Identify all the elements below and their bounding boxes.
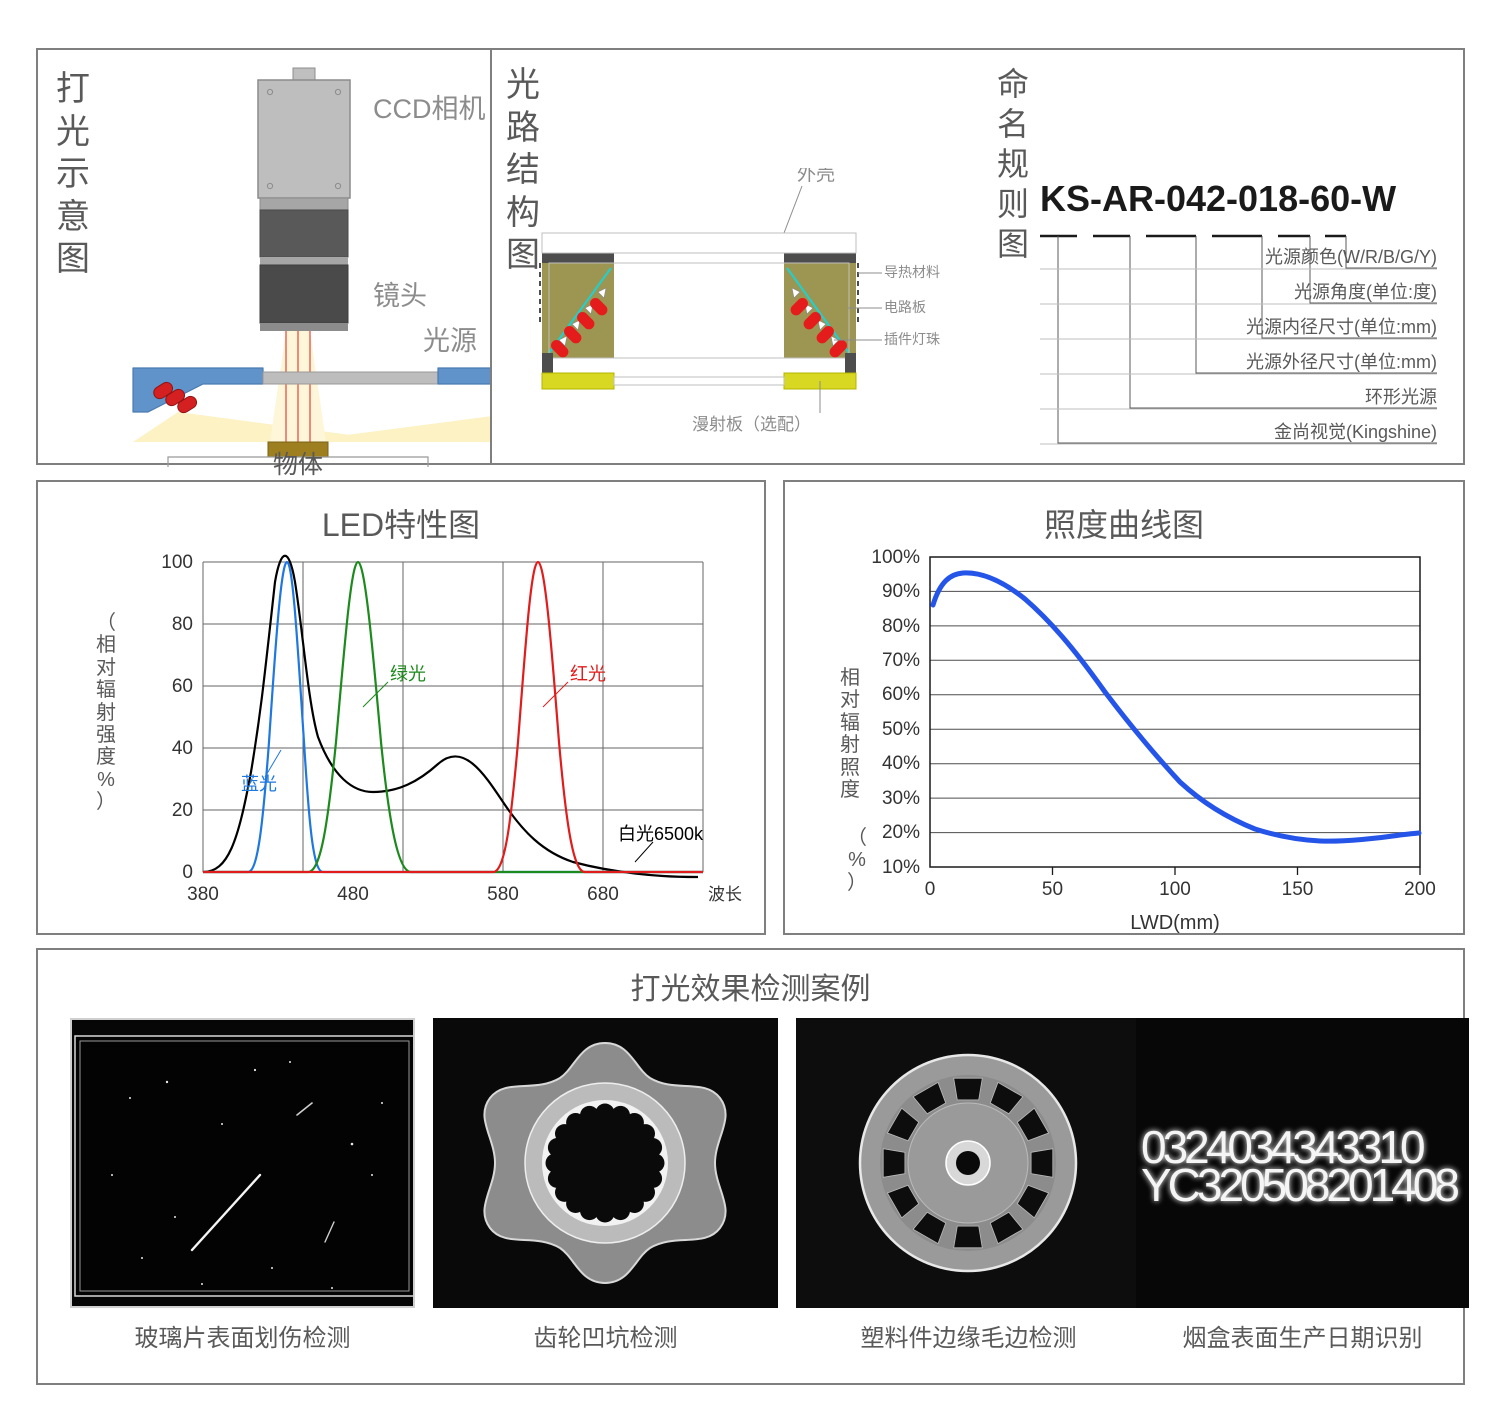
svg-text:蓝光: 蓝光 bbox=[241, 774, 277, 794]
svg-text:580: 580 bbox=[487, 884, 519, 905]
svg-text:金尚视觉(Kingshine): 金尚视觉(Kingshine) bbox=[1274, 422, 1437, 442]
svg-text:30%: 30% bbox=[882, 788, 920, 809]
svg-text:漫射板（选配）: 漫射板（选配） bbox=[692, 415, 811, 434]
svg-text:0: 0 bbox=[182, 862, 193, 883]
svg-text:环形光源: 环形光源 bbox=[1365, 387, 1437, 407]
svg-text:100%: 100% bbox=[871, 547, 920, 568]
svg-text:200: 200 bbox=[1404, 879, 1436, 900]
svg-text:40: 40 bbox=[172, 738, 193, 759]
svg-text:电路板: 电路板 bbox=[884, 299, 926, 315]
svg-text:50: 50 bbox=[1042, 879, 1063, 900]
svg-text:光源: 光源 bbox=[423, 326, 477, 356]
svg-text:100: 100 bbox=[1159, 879, 1191, 900]
svg-text:YC320508201408: YC320508201408 bbox=[1141, 1159, 1458, 1211]
svg-text:60: 60 bbox=[172, 676, 193, 697]
svg-text:480: 480 bbox=[337, 884, 369, 905]
svg-text:0: 0 bbox=[925, 879, 936, 900]
svg-text:LWD(mm): LWD(mm) bbox=[1130, 912, 1220, 934]
svg-text:40%: 40% bbox=[882, 753, 920, 774]
svg-text:60%: 60% bbox=[882, 684, 920, 705]
svg-text:波长（nm): 波长（nm) bbox=[708, 885, 753, 904]
svg-text:100: 100 bbox=[161, 552, 193, 573]
svg-text:光源角度(单位:度): 光源角度(单位:度) bbox=[1294, 282, 1437, 302]
svg-text:光源颜色(W/R/B/G/Y): 光源颜色(W/R/B/G/Y) bbox=[1265, 247, 1437, 267]
svg-text:80%: 80% bbox=[882, 616, 920, 637]
svg-text:10%: 10% bbox=[882, 857, 920, 878]
svg-text:50%: 50% bbox=[882, 719, 920, 740]
svg-text:20: 20 bbox=[172, 800, 193, 821]
svg-text:导热材料: 导热材料 bbox=[884, 264, 940, 280]
svg-text:80: 80 bbox=[172, 614, 193, 635]
svg-text:镜头: 镜头 bbox=[373, 281, 427, 311]
svg-text:外壳: 外壳 bbox=[797, 168, 835, 185]
svg-text:150: 150 bbox=[1282, 879, 1314, 900]
svg-text:绿光: 绿光 bbox=[390, 664, 426, 684]
svg-text:光源内径尺寸(单位:mm): 光源内径尺寸(单位:mm) bbox=[1246, 317, 1437, 337]
svg-text:光源外径尺寸(单位:mm): 光源外径尺寸(单位:mm) bbox=[1246, 352, 1437, 372]
svg-text:白光6500k: 白光6500k bbox=[618, 824, 704, 844]
svg-text:红光: 红光 bbox=[570, 664, 606, 684]
svg-text:380: 380 bbox=[187, 884, 219, 905]
svg-text:CCD相机: CCD相机 bbox=[373, 94, 486, 124]
svg-text:70%: 70% bbox=[882, 650, 920, 671]
svg-text:680: 680 bbox=[587, 884, 619, 905]
svg-text:90%: 90% bbox=[882, 581, 920, 602]
svg-text:插件灯珠: 插件灯珠 bbox=[884, 331, 940, 347]
svg-text:20%: 20% bbox=[882, 822, 920, 843]
